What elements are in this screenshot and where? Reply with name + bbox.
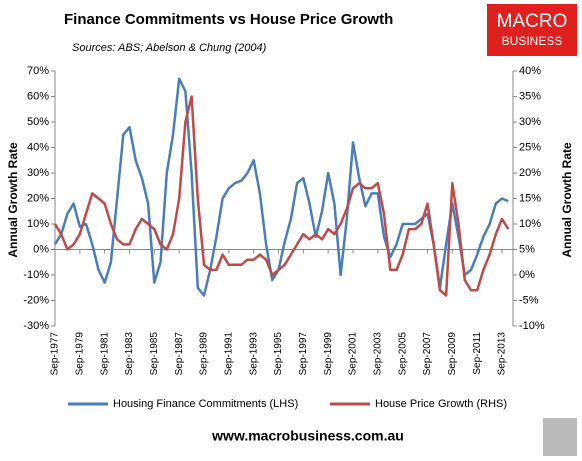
x-tick-label: Sep-1983 [124,332,135,376]
logo-text: BUSINESS [502,34,563,48]
y-tick-label: 70% [27,65,49,77]
x-tick-label: Sep-1993 [248,332,259,376]
x-tick-label: Sep-1985 [149,332,160,376]
series-line [53,77,509,297]
x-tick-label: Sep-1979 [74,332,85,376]
x-tick-label: Sep-1991 [223,332,234,376]
y-axis-label: Annual Growth Rate [6,142,20,258]
y-tick-label: 50% [27,116,49,128]
x-tick-label: Sep-2011 [472,332,483,375]
y2-tick-label: 30% [519,116,541,128]
x-tick-label: Sep-1997 [298,332,309,376]
y-tick-label: 10% [27,218,49,230]
y2-tick-label: 25% [519,141,541,153]
legend-label: Housing Finance Commitments (LHS) [113,398,298,410]
x-tick-label: Sep-1995 [273,332,284,376]
y-tick-label: 40% [27,141,49,153]
logo-box [487,4,577,56]
chart-subtitle: Sources: ABS; Abelson & Chung (2004) [72,42,267,54]
y2-axis-label: Annual Growth Rate [560,142,574,258]
y2-tick-label: 15% [519,192,541,204]
x-tick-label: Sep-2001 [348,332,359,376]
x-tick-label: Sep-2013 [497,332,508,376]
x-tick-label: Sep-1989 [199,332,210,376]
legend-label: House Price Growth (RHS) [375,398,507,410]
logo-text: MACRO [497,11,568,32]
y2-tick-label: 20% [519,167,541,179]
x-tick-label: Sep-2005 [397,332,408,376]
y-tick-label: 60% [27,90,49,102]
y2-tick-label: 5% [519,243,535,255]
y-tick-label: 0% [33,243,49,255]
y2-tick-label: -10% [519,320,545,332]
x-tick-label: Sep-1987 [174,332,185,376]
y-tick-label: -10% [23,269,49,281]
y2-tick-label: 35% [519,90,541,102]
y2-tick-label: 0% [519,269,535,281]
x-tick-label: Sep-2009 [447,332,458,376]
y2-tick-label: 10% [519,218,541,230]
x-tick-label: Sep-1999 [323,332,334,376]
x-tick-label: Sep-2007 [422,332,433,376]
footer: www.macrobusiness.com.au [211,428,404,444]
y-tick-label: -20% [23,294,49,306]
y-tick-label: 20% [27,192,49,204]
logo-icon [543,418,577,456]
chart-title: Finance Commitments vs House Price Growt… [64,11,393,28]
x-tick-label: Sep-2003 [372,332,383,376]
y-tick-label: 30% [27,167,49,179]
x-tick-label: Sep-1977 [50,332,61,376]
y2-tick-label: 40% [519,65,541,77]
y2-tick-label: -5% [519,294,539,306]
series-line [53,95,510,297]
x-tick-label: Sep-1981 [99,332,110,376]
y-tick-label: -30% [23,320,49,332]
